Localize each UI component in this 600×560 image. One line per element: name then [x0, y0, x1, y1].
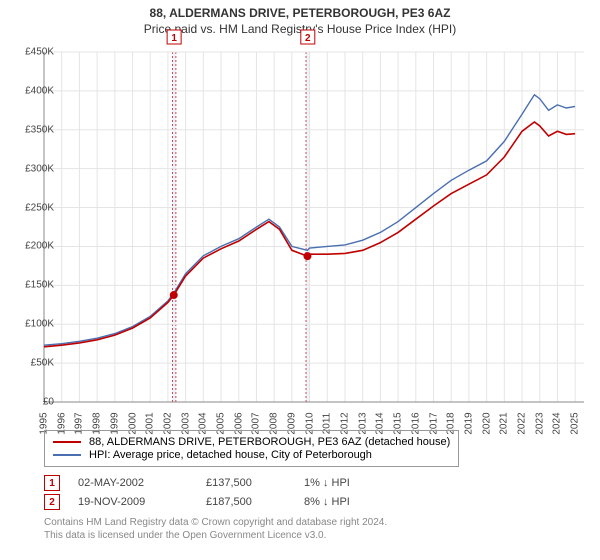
y-tick-label: £100K: [25, 319, 54, 330]
sale-row: 1 02-MAY-2002 £137,500 1% ↓ HPI: [44, 475, 584, 491]
y-tick-label: £450K: [25, 47, 54, 58]
y-tick-label: £50K: [31, 358, 54, 369]
page-title: 88, ALDERMANS DRIVE, PETERBOROUGH, PE3 6…: [0, 6, 600, 20]
y-tick-label: £200K: [25, 241, 54, 252]
sale-price: £137,500: [206, 477, 286, 489]
footnote: Contains HM Land Registry data © Crown c…: [44, 516, 584, 542]
y-tick-label: £300K: [25, 163, 54, 174]
svg-text:1: 1: [171, 33, 177, 44]
sale-hpi-diff: 8% ↓ HPI: [304, 496, 350, 508]
y-tick-label: £400K: [25, 85, 54, 96]
legend-block: 88, ALDERMANS DRIVE, PETERBOROUGH, PE3 6…: [44, 430, 584, 542]
y-tick-label: £250K: [25, 202, 54, 213]
sale-marker-box: 2: [44, 494, 60, 510]
legend-item: 88, ALDERMANS DRIVE, PETERBOROUGH, PE3 6…: [53, 436, 450, 448]
svg-text:2: 2: [305, 33, 311, 44]
footnote-line: Contains HM Land Registry data © Crown c…: [44, 516, 584, 529]
legend-item: HPI: Average price, detached house, City…: [53, 449, 450, 461]
y-tick-label: £150K: [25, 280, 54, 291]
sale-table: 1 02-MAY-2002 £137,500 1% ↓ HPI 2 19-NOV-2009…: [44, 475, 584, 510]
sale-date: 19-NOV-2009: [78, 496, 188, 508]
price-chart: 12: [44, 52, 584, 402]
sale-price: £187,500: [206, 496, 286, 508]
page-subtitle: Price paid vs. HM Land Registry's House …: [0, 22, 600, 36]
sale-marker-box: 1: [44, 475, 60, 491]
sale-date: 02-MAY-2002: [78, 477, 188, 489]
legend-label: 88, ALDERMANS DRIVE, PETERBOROUGH, PE3 6…: [89, 436, 450, 448]
y-tick-label: £0: [43, 397, 54, 408]
footnote-line: This data is licensed under the Open Gov…: [44, 529, 584, 542]
legend-swatch: [53, 454, 81, 456]
sale-hpi-diff: 1% ↓ HPI: [304, 477, 350, 489]
y-tick-label: £350K: [25, 124, 54, 135]
sale-row: 2 19-NOV-2009 £187,500 8% ↓ HPI: [44, 494, 584, 510]
legend-box: 88, ALDERMANS DRIVE, PETERBOROUGH, PE3 6…: [44, 430, 459, 467]
legend-label: HPI: Average price, detached house, City…: [89, 449, 372, 461]
legend-swatch: [53, 441, 81, 443]
